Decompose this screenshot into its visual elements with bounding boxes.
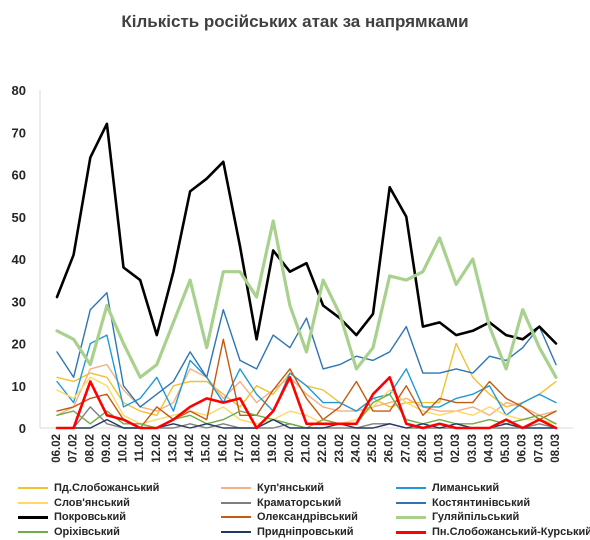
y-tick-label: 10: [12, 379, 26, 394]
legend-label: Гуляйпільський: [432, 511, 520, 523]
legend-label: Лиманський: [432, 482, 500, 494]
x-tick-label: 28.02: [417, 434, 429, 463]
x-tick-label: 10.02: [118, 434, 130, 463]
y-tick-label: 30: [12, 294, 26, 309]
legend-label: Куп'янський: [257, 482, 325, 494]
x-tick-label: 21.02: [301, 434, 313, 463]
y-tick-label: 80: [12, 83, 26, 98]
legend-swatch: [18, 487, 48, 489]
x-tick-label: 06.03: [517, 434, 529, 463]
legend: Пд.Слобожанський Куп'янський Лиманський Сло…: [18, 480, 590, 538]
x-tick-labels: 06.02 07.02 08.02 09.02 10.02 11.02 12.02 13.02…: [51, 434, 562, 463]
x-tick-label: 07.03: [533, 434, 545, 463]
legend-swatch: [221, 530, 251, 533]
x-tick-label: 03.03: [467, 434, 479, 463]
x-tick-label: 15.02: [201, 434, 213, 463]
legend-label: Слов'янський: [54, 496, 130, 509]
legend-label: Оріхівський: [54, 525, 120, 538]
x-tick-label: 06.02: [51, 434, 63, 463]
legend-swatch: [221, 487, 251, 489]
x-tick-label: 27.02: [400, 434, 412, 463]
x-tick-label: 24.02: [350, 434, 362, 463]
x-tick-label: 14.02: [184, 434, 196, 463]
x-tick-label: 04.03: [483, 434, 495, 463]
series-lines: [55, 122, 558, 430]
x-tick-label: 25.02: [367, 434, 379, 463]
x-tick-label: 07.02: [68, 434, 80, 463]
legend-swatch: [396, 530, 426, 534]
x-tick-label: 23.02: [334, 434, 346, 463]
legend-swatch: [396, 487, 426, 489]
legend-swatch: [18, 501, 48, 504]
chart-title: Кількість російських атак за напрямками: [121, 12, 469, 31]
x-tick-label: 22.02: [317, 434, 329, 463]
y-tick-label: 0: [19, 421, 26, 436]
legend-label: Краматорський: [257, 496, 342, 509]
legend-label: Пн.Слобожанський-Курський: [432, 525, 590, 538]
x-tick-label: 13.02: [167, 434, 179, 463]
legend-swatch: [396, 516, 426, 519]
legend-label: Олександрівський: [257, 511, 358, 523]
x-tick-label: 09.02: [101, 434, 113, 463]
x-tick-label: 19.02: [267, 434, 279, 463]
series-line-0: [56, 342, 557, 416]
series-line-2: [56, 334, 557, 416]
y-tick-label: 50: [12, 210, 26, 225]
y-tick-label: 20: [12, 337, 26, 352]
x-tick-label: 11.02: [134, 434, 146, 462]
x-tick-label: 05.03: [500, 434, 512, 463]
y-tick-label: 70: [12, 125, 26, 140]
x-tick-label: 16.02: [217, 434, 229, 463]
y-tick-label: 40: [12, 252, 26, 267]
x-tick-label: 12.02: [151, 434, 163, 463]
x-tick-label: 18.02: [251, 434, 263, 463]
series-line-11: [55, 375, 558, 430]
legend-swatch: [18, 516, 48, 519]
legend-label: Придніпровський: [257, 525, 354, 538]
x-tick-label: 01.03: [434, 434, 446, 463]
y-tick-labels: 0 10 20 30 40 50 60 70 80: [12, 83, 26, 436]
legend-swatch: [221, 516, 251, 518]
x-tick-label: 17.02: [234, 434, 246, 463]
x-tick-label: 26.02: [384, 434, 396, 463]
legend-label: Костянтинівський: [432, 496, 531, 509]
series-line-5: [56, 292, 557, 408]
series-line-3: [56, 376, 557, 425]
legend-label: Покровський: [54, 511, 126, 523]
series-line-8: [55, 219, 558, 379]
x-tick-label: 08.02: [84, 434, 96, 463]
plot-area: 0 10 20 30 40 50 60 70 80 06.02 07.02 08.02 09.02 10…: [12, 83, 573, 463]
x-tick-label: 02.03: [450, 434, 462, 463]
legend-swatch: [18, 530, 48, 533]
x-tick-label: 20.02: [284, 434, 296, 463]
series-line-6: [55, 122, 558, 345]
legend-swatch: [221, 501, 251, 504]
legend-label: Пд.Слобожанський: [54, 482, 160, 494]
y-tick-label: 60: [12, 168, 26, 183]
legend-swatch: [396, 501, 426, 504]
x-tick-label: 08.03: [550, 434, 562, 463]
